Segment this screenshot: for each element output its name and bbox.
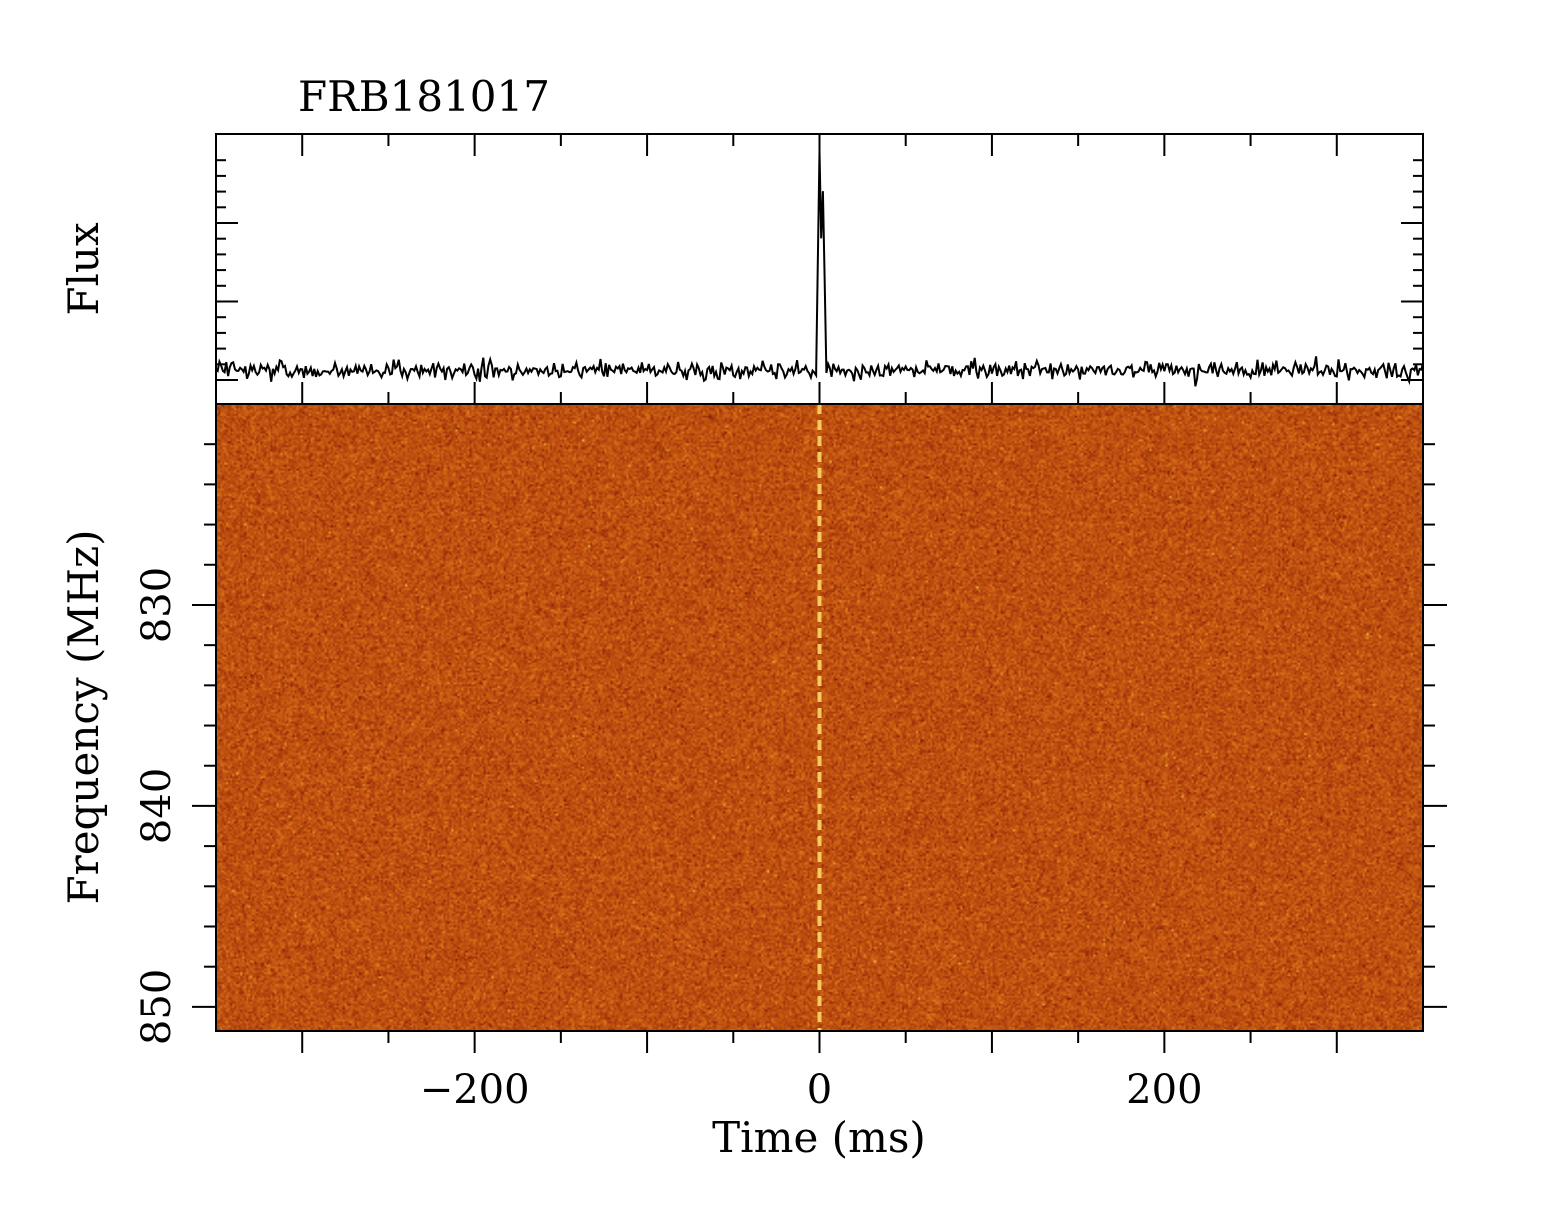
y-tick-label: 840 xyxy=(134,768,180,844)
y-axis-title: Frequency (MHz) xyxy=(59,529,108,904)
dynamic-spectrum-panel: −200 0 200 830 840 850 Time (ms) Frequency (… xyxy=(59,403,1447,1162)
plot-title: FRB181017 xyxy=(298,72,550,121)
dynamic-spectrum-ticks xyxy=(192,443,1447,1053)
x-tick-label: 0 xyxy=(807,1067,832,1113)
flux-ticks xyxy=(216,134,1423,404)
y-tick-label: 830 xyxy=(134,567,180,643)
x-tick-label: −200 xyxy=(420,1067,530,1113)
flux-ylabel: Flux xyxy=(59,222,108,316)
x-tick-label: 200 xyxy=(1126,1067,1202,1113)
x-axis-title: Time (ms) xyxy=(712,1113,926,1162)
y-tick-labels: 830 840 850 xyxy=(134,567,180,1045)
flux-panel: Flux xyxy=(59,133,1424,405)
y-tick-label: 850 xyxy=(134,969,180,1045)
x-tick-labels: −200 0 200 xyxy=(420,1067,1203,1113)
